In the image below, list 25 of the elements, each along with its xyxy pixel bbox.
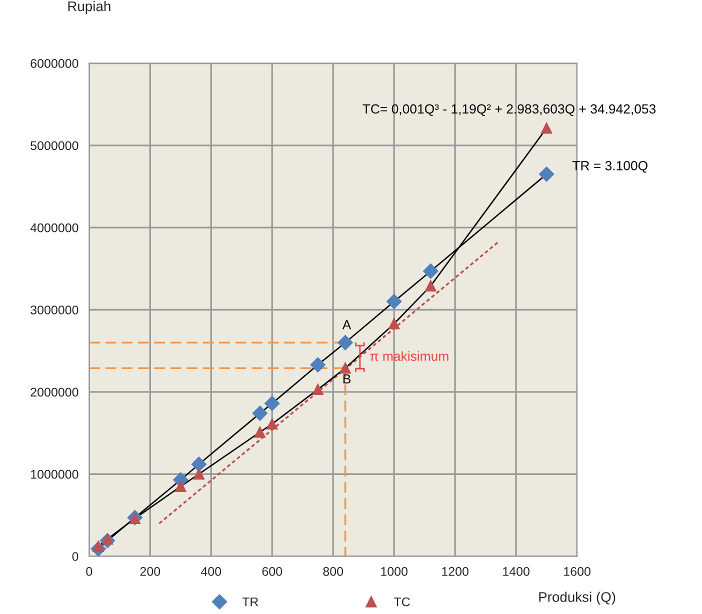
y-tick-label: 4000000 — [30, 223, 78, 232]
x-tick-label: 1400 — [503, 567, 530, 576]
legend-label: TR — [242, 598, 258, 606]
annotation: π makisimum — [370, 351, 448, 361]
x-tick-label: 200 — [140, 567, 160, 576]
y-tick-label: 5000000 — [30, 141, 78, 150]
y-axis-title: Rupiah — [68, 0, 110, 14]
x-tick-label: 1200 — [442, 567, 468, 576]
y-tick-label: 3000000 — [30, 306, 78, 314]
legend-label: TC — [394, 597, 410, 606]
annotation: A — [342, 320, 352, 330]
x-axis-title: Produksi (Q) — [539, 592, 616, 605]
annotation: TC= 0,001Q³ - 1,19Q² + 2.983,603Q + 34.942,053 — [362, 104, 656, 116]
y-tick-label: 2000000 — [30, 388, 78, 397]
x-tick-label: 0 — [86, 567, 92, 576]
x-tick-label: 1000 — [381, 567, 408, 576]
annotation: B — [343, 374, 350, 384]
x-tick-label: 800 — [323, 567, 344, 576]
x-tick-label: 600 — [262, 567, 282, 576]
y-tick-label: 6000000 — [30, 59, 78, 68]
y-tick-label: 1000000 — [31, 470, 78, 479]
x-tick-label: 400 — [200, 567, 222, 576]
x-tick-label: 1600 — [564, 567, 590, 576]
annotation: TR = 3.100Q — [572, 160, 648, 173]
y-tick-label: 0 — [72, 552, 78, 561]
